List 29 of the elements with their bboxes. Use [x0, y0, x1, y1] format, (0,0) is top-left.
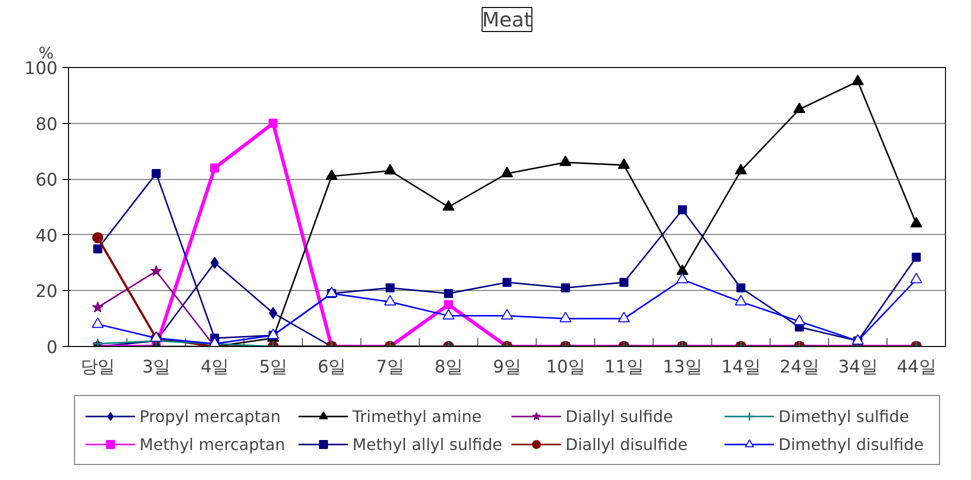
- x-tick-label: 9일: [492, 358, 522, 378]
- x-tick-label: 6일: [318, 358, 346, 378]
- y-tick-label: 0: [46, 338, 58, 358]
- legend-label: Trimethyl amine: [352, 406, 483, 426]
- legend-label: Propyl mercaptan: [140, 406, 282, 426]
- y-tick-label: 20: [35, 282, 58, 302]
- x-tick-label: 10일: [546, 358, 586, 378]
- x-tick-label: 24일: [780, 358, 819, 378]
- x-tick-label: 44일: [896, 358, 936, 378]
- legend-label: Diallyl sulfide: [566, 406, 674, 426]
- x-tick-label: 11일: [604, 358, 644, 378]
- x-tick-label: 당일: [80, 358, 115, 378]
- x-tick-label: 7일: [376, 358, 404, 378]
- y-tick-label: 80: [35, 114, 58, 135]
- y-tick-label: 60: [35, 170, 58, 191]
- legend-label: Methyl mercaptan: [140, 434, 286, 454]
- x-tick-label: 34일: [838, 358, 878, 378]
- x-tick-label: 5일: [259, 358, 288, 378]
- x-tick-label: 13일: [662, 358, 702, 378]
- x-tick-label: 3일: [142, 358, 170, 378]
- chart-title: Meat: [482, 8, 532, 32]
- x-tick-label: 8일: [434, 358, 463, 378]
- legend-label: Dimethyl sulfide: [778, 406, 910, 426]
- x-tick-label: 14일: [721, 358, 760, 378]
- y-tick-label: 40: [35, 226, 58, 246]
- legend-label: Diallyl disulfide: [566, 434, 689, 454]
- legend-label: Methyl allyl sulfide: [352, 434, 502, 454]
- x-tick-label: 4일: [200, 358, 229, 378]
- legend-label: Dimethyl disulfide: [778, 434, 925, 454]
